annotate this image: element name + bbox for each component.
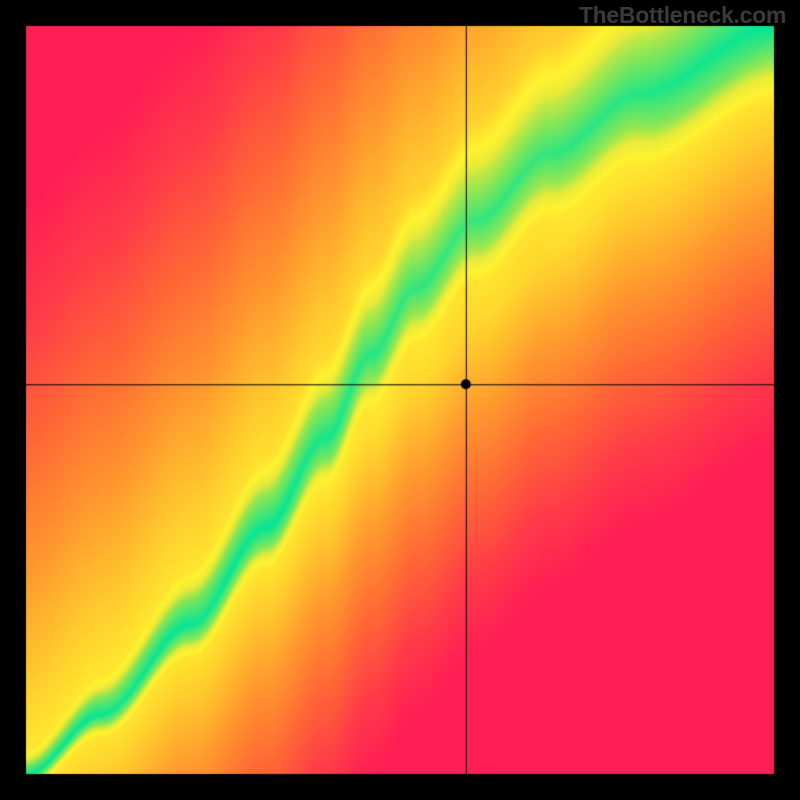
chart-container: TheBottleneck.com: [0, 0, 800, 800]
watermark-text: TheBottleneck.com: [579, 2, 786, 29]
bottleneck-heatmap: [0, 0, 800, 800]
